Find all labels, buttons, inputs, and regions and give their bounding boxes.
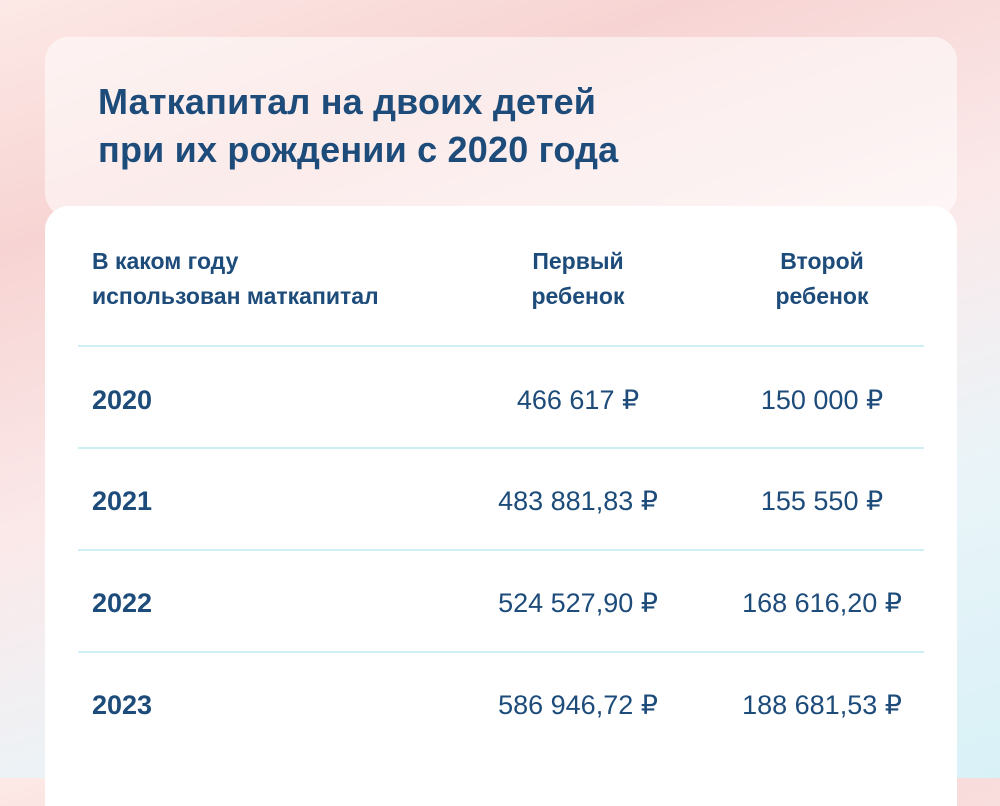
row-2023-first: 586 946,72 ₽	[498, 690, 658, 720]
header-second-line-2: ребенок	[775, 283, 869, 309]
row-2021-first: 483 881,83 ₽	[498, 486, 658, 516]
header-first-child: Первый ребенок	[478, 244, 678, 314]
header-year: В каком году использован маткапитал	[92, 244, 379, 314]
header-year-line-1: В каком году	[92, 248, 239, 274]
header-second-child: Второй ребенок	[722, 244, 922, 314]
row-2021-second: 155 550 ₽	[760, 486, 884, 516]
header-first-line-2: ребенок	[531, 283, 625, 309]
row-2023-year: 2023	[92, 690, 153, 720]
header-year-line-2: использован маткапитал	[92, 283, 379, 309]
row-2022-first: 524 527,90 ₽	[498, 588, 658, 618]
row-2020-year: 2020	[92, 385, 153, 415]
page-title: Маткапитал на двоих детей при их рождени…	[98, 78, 618, 174]
row-2021-year: 2021	[92, 486, 153, 516]
table-card	[45, 206, 957, 806]
row-2020-first: 466 617 ₽	[516, 385, 640, 415]
row-2020-second: 150 000 ₽	[760, 385, 884, 415]
row-divider	[78, 345, 924, 347]
row-divider	[78, 651, 924, 653]
title-line-2: при их рождении с 2020 года	[98, 129, 619, 170]
header-second-line-1: Второй	[780, 248, 864, 274]
title-line-1: Маткапитал на двоих детей	[98, 81, 597, 122]
row-divider	[78, 447, 924, 449]
row-2022-year: 2022	[92, 588, 153, 618]
row-2022-second: 168 616,20 ₽	[742, 588, 902, 618]
title-card	[45, 37, 957, 217]
header-first-line-1: Первый	[532, 248, 624, 274]
row-divider	[78, 549, 924, 551]
row-2023-second: 188 681,53 ₽	[742, 690, 902, 720]
